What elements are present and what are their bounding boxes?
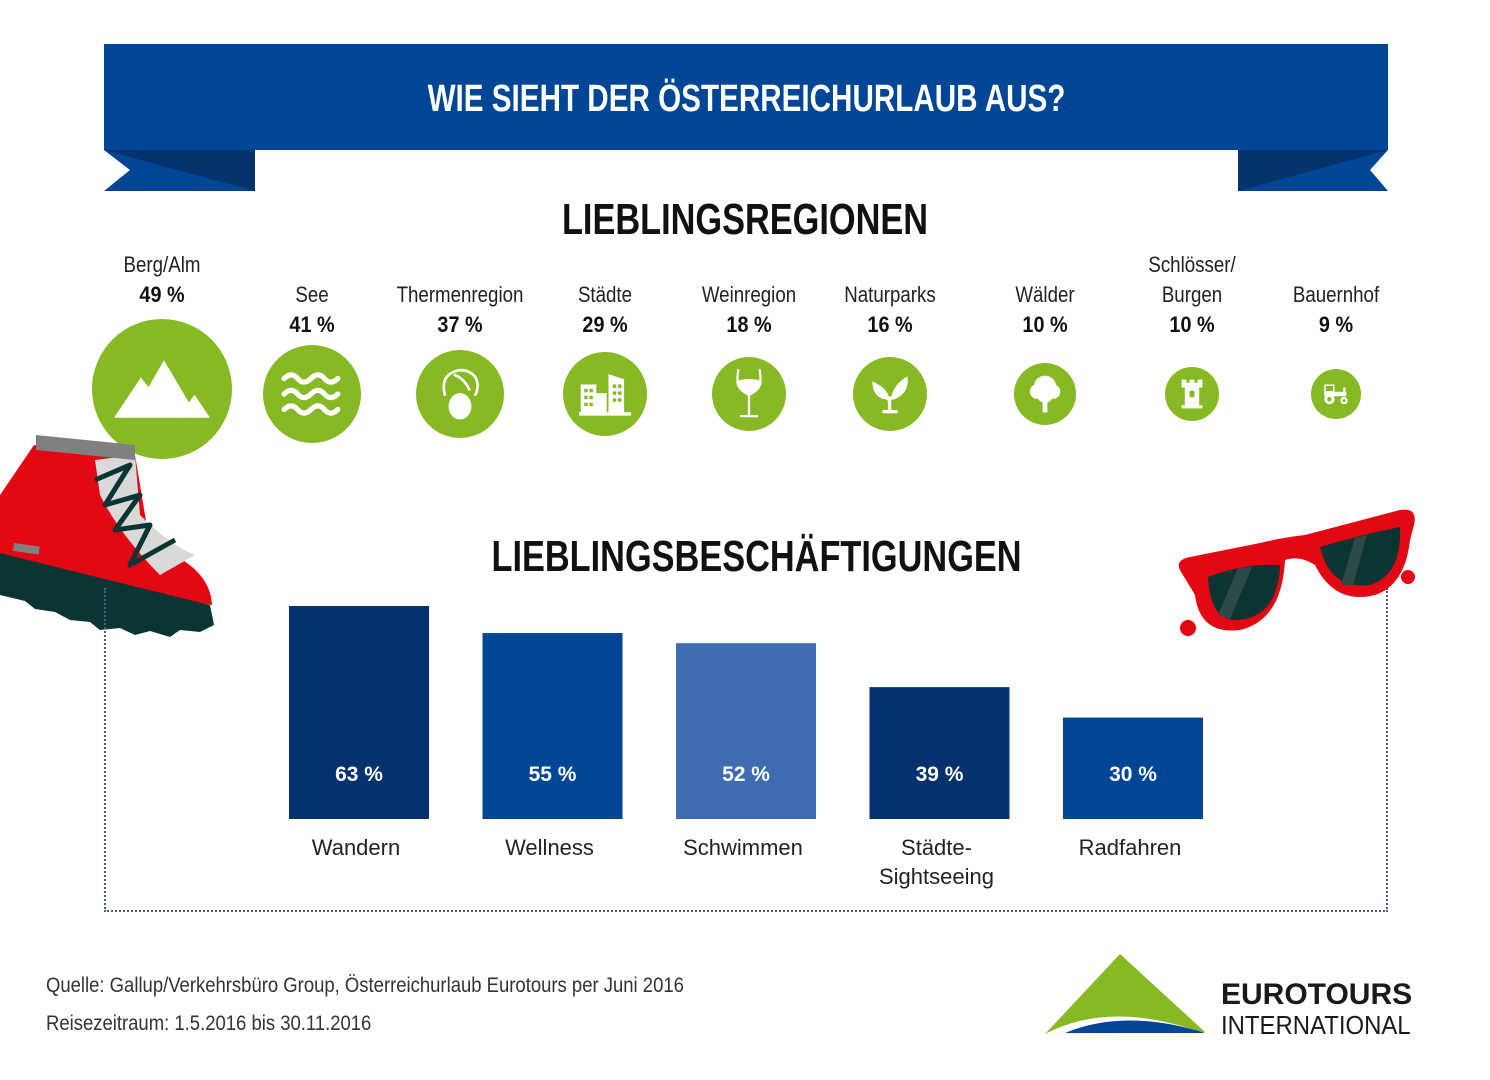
region-percentage: 49 % (139, 282, 185, 307)
region-icon-circle (1014, 363, 1076, 425)
banner-title: WIE SIEHT DER ÖSTERREICHURLAUB AUS? (427, 78, 1066, 120)
region-item: Schlösser/Burgen 10 % (1102, 250, 1282, 340)
region-icon-circle (263, 345, 361, 443)
region-icon-circle (1311, 369, 1361, 419)
travel-period-note: Reisezeitraum: 1.5.2016 bis 30.11.2016 (46, 1012, 372, 1035)
region-percentage: 10 % (1022, 312, 1068, 337)
logo-subname: INTERNATIONAL (1221, 1010, 1411, 1040)
region-name: Weinregion (701, 282, 797, 307)
activities-title: LIEBLINGSBESCHÄFTIGUNGEN (491, 532, 1022, 581)
region-percentage: 10 % (1169, 312, 1215, 337)
sprout-icon (869, 373, 911, 415)
region-name: Schlösser/ (1148, 252, 1236, 277)
region-icon-circle (712, 357, 786, 431)
region-percentage: 29 % (582, 312, 628, 337)
regions-title: LIEBLINGSREGIONEN (561, 195, 929, 244)
waves-icon (281, 368, 343, 420)
region-percentage: 18 % (726, 312, 772, 337)
region-name: Städte (577, 282, 633, 307)
title-banner (104, 44, 1388, 191)
region-name: Thermenregion (396, 282, 524, 307)
region-name: Wälder (1015, 282, 1075, 307)
region-item: Bauernhof 9 % (1246, 280, 1426, 340)
region-name: See (295, 282, 329, 307)
region-item: See 41 % (222, 280, 402, 340)
region-item: Thermenregion 37 % (370, 280, 550, 340)
region-item: Naturparks 16 % (800, 280, 980, 340)
banner-right-fold (1238, 150, 1388, 191)
logo-name: EUROTOURS (1221, 978, 1413, 1011)
region-name: Berg/Alm (123, 252, 201, 277)
towel-head-icon (438, 367, 482, 421)
banner-body (104, 44, 1388, 150)
region-icon-circle (853, 357, 927, 431)
sunglasses-illustration (1178, 509, 1415, 636)
region-name: Burgen (1161, 282, 1223, 307)
region-item: Weinregion 18 % (659, 280, 839, 340)
region-item: Städte 29 % (515, 280, 695, 340)
region-icon-circle (563, 352, 647, 436)
region-name: Naturparks (844, 282, 936, 307)
wine-glass-icon (734, 366, 764, 422)
region-icon-circle (416, 350, 504, 438)
eurotours-logo-mark (1045, 954, 1205, 1034)
hiking-boot-illustration (0, 435, 214, 637)
buildings-icon (579, 372, 631, 416)
mountain-icon (114, 360, 210, 418)
region-percentage: 41 % (289, 312, 335, 337)
region-item: Berg/Alm 49 % (72, 250, 252, 310)
region-item: Wälder 10 % (955, 280, 1135, 340)
region-icon-circle (92, 319, 232, 459)
source-note: Quelle: Gallup/Verkehrsbüro Group, Öster… (46, 974, 684, 997)
chart-frame (104, 588, 1388, 912)
region-percentage: 37 % (437, 312, 483, 337)
region-percentage: 16 % (867, 312, 913, 337)
castle-tower-icon (1180, 377, 1204, 411)
tree-icon (1029, 373, 1061, 415)
region-name: Bauernhof (1292, 282, 1380, 307)
region-icon-circle (1165, 367, 1219, 421)
banner-left-fold (104, 150, 255, 191)
region-percentage: 9 % (1318, 312, 1354, 337)
tractor-icon (1321, 383, 1351, 405)
